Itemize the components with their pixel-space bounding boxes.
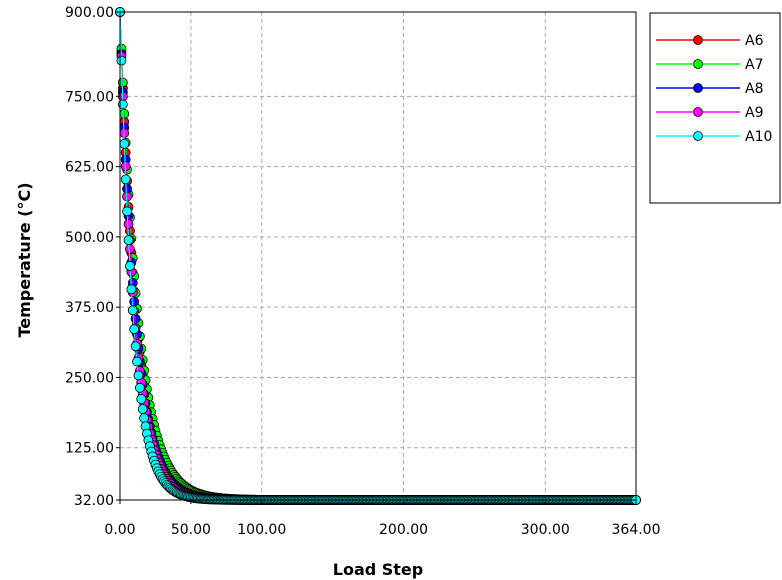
data-point (134, 382, 145, 393)
y-axis-ticks: 32.00 125.00 250.00 375.00 500.00 625.00 750.0… (65, 5, 120, 509)
data-point (130, 341, 141, 352)
x-tick-label: 50.00 (171, 522, 211, 538)
x-tick-label: 364.00 (612, 522, 661, 538)
data-point (117, 99, 128, 110)
y-tick-label: 900.00 (65, 5, 114, 21)
data-point (136, 394, 147, 404)
data-point (126, 284, 137, 295)
data-point (133, 370, 144, 381)
data-point (122, 191, 132, 202)
plot-frame (119, 11, 637, 501)
data-point (139, 413, 150, 424)
legend: A6 A7 A8 A9 A10 (649, 12, 781, 204)
y-tick-label: 375.00 (65, 300, 114, 316)
data-point (125, 244, 135, 254)
data-point (127, 305, 138, 316)
data-point (125, 261, 135, 271)
legend-label-A7: A7 (745, 57, 763, 73)
legend-marker-A9 (693, 107, 703, 117)
data-point (116, 55, 127, 66)
x-axis-ticks: 0.00 50.00 100.00 200.00 300.00 364.00 (104, 500, 661, 538)
legend-marker-A10 (693, 131, 703, 141)
data-point (129, 324, 140, 335)
x-tick-label: 100.00 (237, 522, 286, 538)
data-point (119, 138, 130, 149)
x-tick-label: 200.00 (379, 522, 428, 538)
x-axis-title: Load Step (333, 560, 423, 579)
grid-lines (120, 12, 636, 500)
data-point (137, 404, 148, 414)
y-tick-label: 250.00 (65, 370, 114, 386)
x-tick-label: 300.00 (521, 522, 570, 538)
legend-label-A6: A6 (745, 33, 764, 49)
x-tick-label: 0.00 (104, 522, 135, 538)
y-tick-label: 500.00 (65, 230, 114, 246)
y-tick-label: 625.00 (65, 160, 114, 176)
data-point (123, 235, 134, 246)
legend-marker-A7 (693, 59, 703, 69)
y-tick-label: 125.00 (65, 441, 114, 457)
y-tick-label: 750.00 (65, 89, 114, 105)
data-point (132, 356, 142, 367)
y-tick-label: 32.00 (74, 493, 114, 509)
legend-marker-A6 (693, 35, 703, 45)
legend-label-A8: A8 (745, 81, 763, 97)
legend-label-A9: A9 (745, 105, 763, 121)
data-point (123, 219, 134, 229)
legend-marker-A8 (693, 83, 703, 93)
legend-box (649, 12, 781, 204)
y-axis-title: Temperature (°C) (15, 182, 34, 337)
data-point (120, 174, 131, 185)
data-point (122, 206, 132, 217)
legend-label-A10: A10 (745, 129, 772, 145)
